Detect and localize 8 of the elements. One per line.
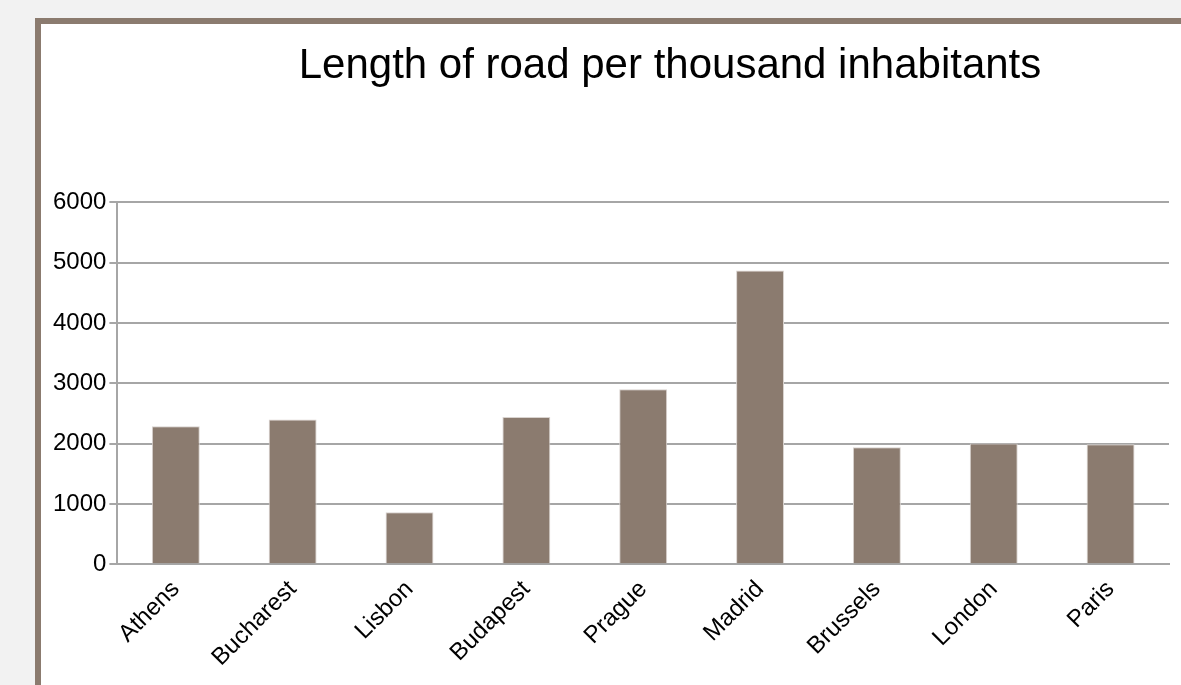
y-tick-label: 2000 — [53, 428, 107, 456]
y-tick-label: 5000 — [53, 247, 107, 275]
y-tick-label: 6000 — [53, 187, 107, 215]
y-tick-label: 3000 — [53, 367, 107, 395]
y-tick-label: 0 — [93, 548, 107, 576]
y-tick-label: 1000 — [53, 488, 107, 516]
chart-title: Length of road per thousand inhabitants — [297, 40, 1043, 88]
y-tick-label: 4000 — [53, 307, 107, 335]
